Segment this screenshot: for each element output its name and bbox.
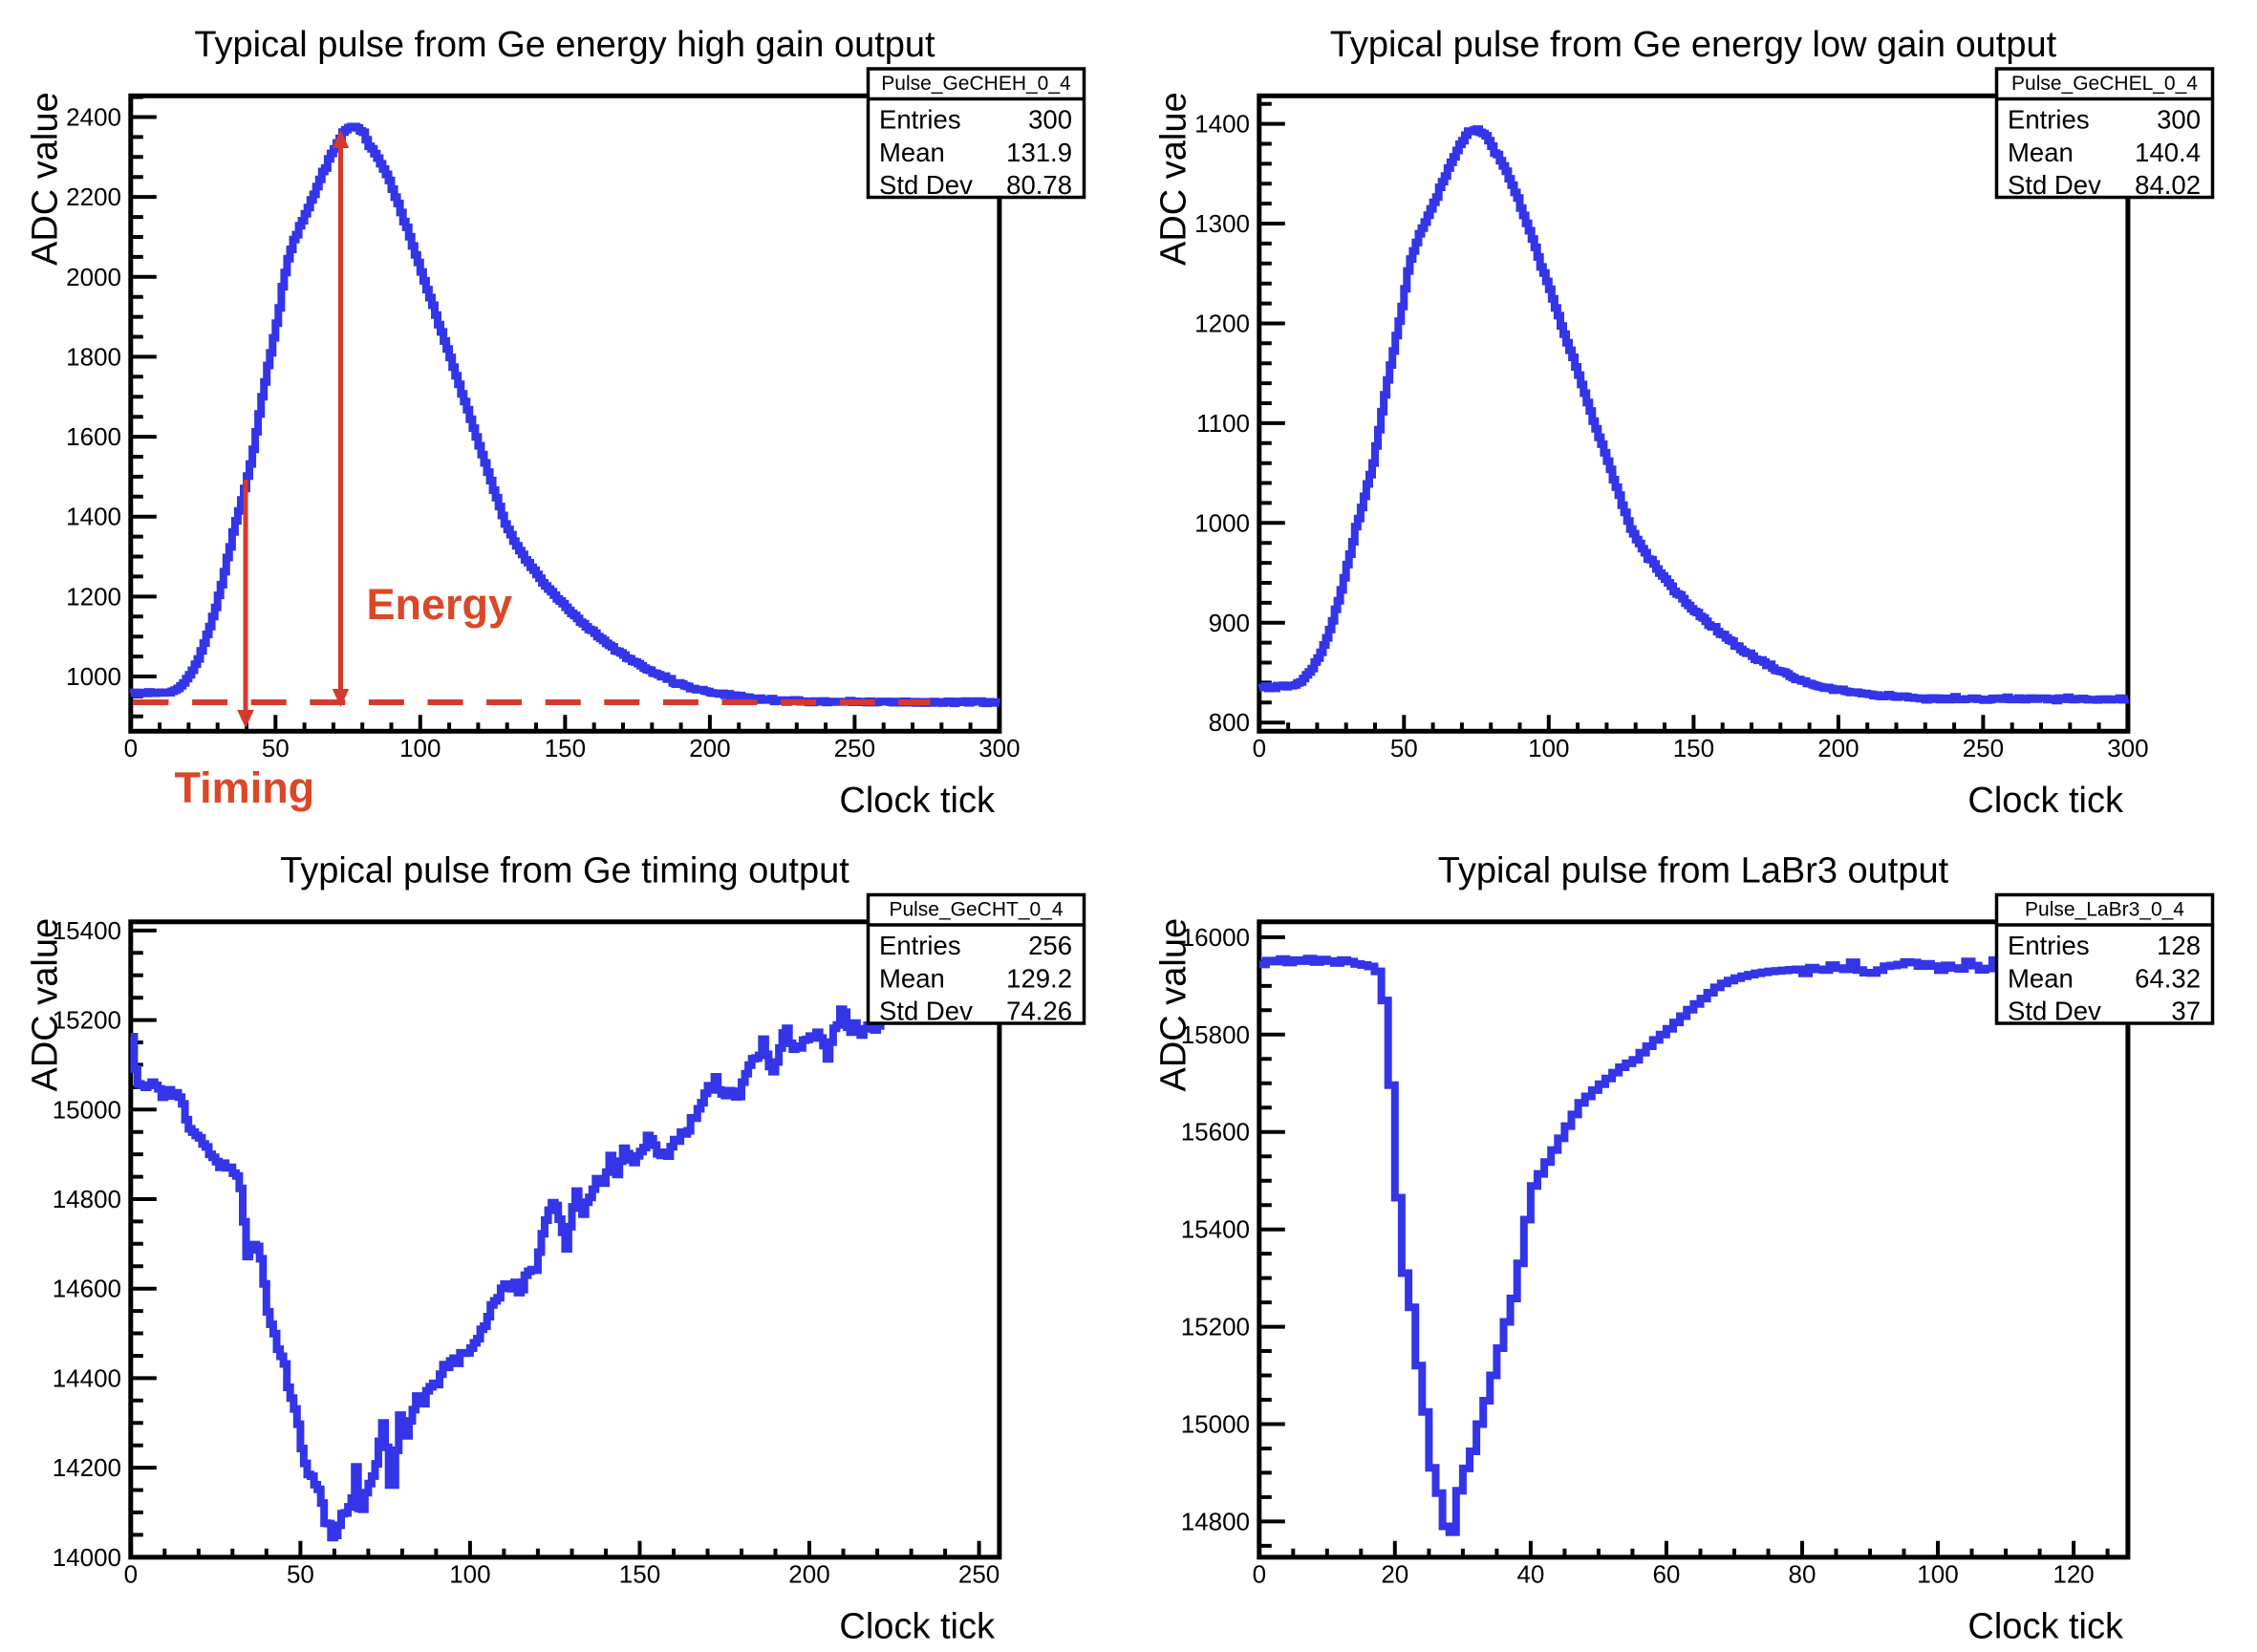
svg-text:Energy: Energy <box>367 580 513 629</box>
svg-text:ADC value: ADC value <box>1154 92 1194 266</box>
svg-text:Clock tick: Clock tick <box>1967 1607 2124 1647</box>
svg-text:Mean: Mean <box>879 964 945 994</box>
svg-text:150: 150 <box>545 734 586 762</box>
svg-text:1100: 1100 <box>1196 409 1250 438</box>
svg-text:15400: 15400 <box>53 916 121 945</box>
svg-text:1400: 1400 <box>66 503 121 531</box>
svg-text:15800: 15800 <box>1181 1020 1250 1049</box>
svg-text:800: 800 <box>1209 708 1250 737</box>
svg-text:Std Dev: Std Dev <box>879 997 973 1026</box>
svg-text:256: 256 <box>1028 931 1072 960</box>
svg-text:14400: 14400 <box>53 1363 121 1392</box>
svg-text:Typical pulse from Ge energy l: Typical pulse from Ge energy low gain ou… <box>1330 25 2057 65</box>
svg-text:Entries: Entries <box>879 931 961 960</box>
svg-text:Std Dev: Std Dev <box>2008 170 2101 200</box>
svg-text:Std Dev: Std Dev <box>879 170 973 200</box>
svg-text:64.32: 64.32 <box>2135 964 2201 994</box>
svg-text:100: 100 <box>399 734 441 762</box>
svg-text:900: 900 <box>1209 609 1250 637</box>
svg-text:ADC value: ADC value <box>26 918 66 1092</box>
svg-text:250: 250 <box>958 1560 1000 1589</box>
svg-text:0: 0 <box>124 734 138 762</box>
svg-text:Pulse_GeCHT_0_4: Pulse_GeCHT_0_4 <box>889 899 1063 921</box>
svg-text:50: 50 <box>287 1560 314 1589</box>
svg-text:Typical pulse from Ge timing o: Typical pulse from Ge timing output <box>280 851 849 891</box>
svg-text:15000: 15000 <box>1181 1410 1250 1439</box>
svg-text:1200: 1200 <box>1194 310 1250 338</box>
svg-text:1400: 1400 <box>1194 110 1250 139</box>
svg-text:1800: 1800 <box>66 342 121 371</box>
svg-text:0: 0 <box>124 1560 138 1589</box>
svg-text:1000: 1000 <box>1194 508 1250 537</box>
svg-text:2000: 2000 <box>66 263 121 291</box>
svg-text:300: 300 <box>1028 105 1072 135</box>
svg-text:60: 60 <box>1652 1560 1680 1589</box>
svg-text:14000: 14000 <box>53 1543 121 1572</box>
svg-text:80.78: 80.78 <box>1006 170 1072 200</box>
svg-text:200: 200 <box>689 734 730 762</box>
svg-text:Clock tick: Clock tick <box>1967 781 2124 821</box>
svg-text:Pulse_GeCHEH_0_4: Pulse_GeCHEH_0_4 <box>881 73 1071 95</box>
svg-text:1000: 1000 <box>66 662 121 691</box>
svg-text:74.26: 74.26 <box>1006 997 1072 1026</box>
svg-text:300: 300 <box>978 734 1020 762</box>
svg-text:Mean: Mean <box>2008 964 2074 994</box>
svg-text:2400: 2400 <box>66 103 121 132</box>
svg-text:Timing: Timing <box>175 763 315 812</box>
svg-text:1600: 1600 <box>66 422 121 451</box>
svg-text:300: 300 <box>2107 734 2148 762</box>
svg-text:15000: 15000 <box>53 1095 121 1124</box>
svg-text:50: 50 <box>1390 734 1418 762</box>
svg-text:200: 200 <box>1817 734 1859 762</box>
svg-text:40: 40 <box>1516 1560 1544 1589</box>
svg-text:Typical pulse from LaBr3 outpu: Typical pulse from LaBr3 output <box>1438 851 1949 891</box>
svg-text:84.02: 84.02 <box>2135 170 2201 200</box>
svg-text:14600: 14600 <box>53 1275 121 1303</box>
svg-text:0: 0 <box>1253 734 1266 762</box>
svg-text:15200: 15200 <box>53 1006 121 1035</box>
svg-text:Std Dev: Std Dev <box>2008 997 2101 1026</box>
svg-text:15400: 15400 <box>1181 1215 1250 1244</box>
svg-text:128: 128 <box>2157 931 2201 960</box>
svg-text:120: 120 <box>2053 1560 2094 1589</box>
svg-text:Clock tick: Clock tick <box>839 781 996 821</box>
svg-text:1300: 1300 <box>1194 209 1250 238</box>
svg-text:1200: 1200 <box>66 582 121 611</box>
svg-text:129.2: 129.2 <box>1006 964 1072 994</box>
svg-text:Entries: Entries <box>879 105 961 135</box>
svg-text:14200: 14200 <box>53 1453 121 1482</box>
svg-text:Typical pulse from Ge energy h: Typical pulse from Ge energy high gain o… <box>194 25 935 65</box>
svg-text:15600: 15600 <box>1181 1118 1250 1147</box>
svg-text:150: 150 <box>1673 734 1714 762</box>
svg-text:16000: 16000 <box>1181 923 1250 952</box>
svg-text:131.9: 131.9 <box>1006 138 1072 167</box>
svg-text:250: 250 <box>834 734 875 762</box>
svg-text:250: 250 <box>1963 734 2004 762</box>
svg-text:15200: 15200 <box>1181 1313 1250 1341</box>
svg-text:37: 37 <box>2171 997 2201 1026</box>
svg-text:100: 100 <box>1528 734 1569 762</box>
svg-text:0: 0 <box>1253 1560 1266 1589</box>
svg-text:ADC value: ADC value <box>1154 918 1194 1092</box>
svg-text:Mean: Mean <box>879 138 945 167</box>
svg-text:2200: 2200 <box>66 182 121 211</box>
svg-text:100: 100 <box>449 1560 490 1589</box>
svg-text:Mean: Mean <box>2008 138 2074 167</box>
svg-text:14800: 14800 <box>53 1185 121 1213</box>
svg-text:300: 300 <box>2157 105 2201 135</box>
svg-text:20: 20 <box>1381 1560 1408 1589</box>
svg-text:200: 200 <box>788 1560 829 1589</box>
svg-text:Clock tick: Clock tick <box>839 1607 996 1647</box>
svg-text:Pulse_LaBr3_0_4: Pulse_LaBr3_0_4 <box>2025 899 2184 921</box>
svg-text:Entries: Entries <box>2008 931 2090 960</box>
svg-text:150: 150 <box>619 1560 660 1589</box>
svg-text:140.4: 140.4 <box>2135 138 2201 167</box>
svg-text:Pulse_GeCHEL_0_4: Pulse_GeCHEL_0_4 <box>2011 73 2198 95</box>
svg-text:Entries: Entries <box>2008 105 2090 135</box>
svg-text:50: 50 <box>262 734 290 762</box>
svg-text:ADC value: ADC value <box>26 92 66 266</box>
svg-text:100: 100 <box>1917 1560 1958 1589</box>
svg-text:80: 80 <box>1789 1560 1816 1589</box>
svg-text:14800: 14800 <box>1181 1507 1250 1535</box>
